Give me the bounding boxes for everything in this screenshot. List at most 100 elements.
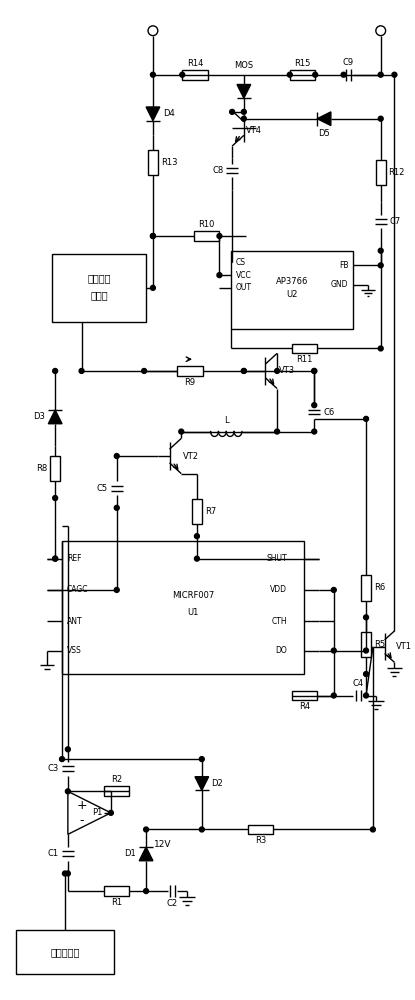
Circle shape (341, 72, 346, 77)
Circle shape (114, 505, 119, 510)
Text: R5: R5 (374, 640, 385, 649)
Text: VT4: VT4 (246, 126, 262, 135)
Bar (361, 575, 371, 601)
Circle shape (60, 757, 64, 762)
Circle shape (180, 72, 185, 77)
Text: 12V: 12V (154, 840, 171, 849)
Text: R8: R8 (36, 464, 47, 473)
Text: R11: R11 (296, 355, 312, 364)
Circle shape (331, 648, 336, 653)
Text: R9: R9 (185, 378, 195, 387)
Circle shape (378, 346, 383, 351)
Circle shape (179, 429, 184, 434)
Text: P1: P1 (92, 808, 103, 817)
Text: R13: R13 (161, 158, 177, 167)
Bar (192, 499, 202, 524)
Circle shape (242, 116, 246, 121)
Text: R6: R6 (374, 583, 385, 592)
Circle shape (275, 429, 280, 434)
Bar (292, 691, 317, 700)
Circle shape (66, 871, 70, 876)
Circle shape (313, 72, 317, 77)
Text: C2: C2 (167, 899, 178, 908)
Text: C3: C3 (48, 764, 59, 773)
Circle shape (66, 747, 70, 752)
Circle shape (53, 496, 58, 500)
Text: C8: C8 (212, 166, 223, 175)
Text: C6: C6 (323, 408, 334, 417)
Text: R15: R15 (294, 59, 311, 68)
Bar (177, 366, 203, 376)
Bar (231, 251, 353, 329)
Text: D1: D1 (124, 849, 136, 858)
Text: D2: D2 (212, 779, 223, 788)
Circle shape (63, 871, 67, 876)
Bar (376, 160, 386, 185)
Circle shape (199, 757, 204, 762)
Text: VDD: VDD (270, 585, 287, 594)
Text: R12: R12 (388, 168, 405, 177)
Circle shape (199, 827, 204, 832)
Circle shape (195, 556, 199, 561)
Circle shape (53, 369, 58, 373)
Bar (50, 456, 60, 481)
Text: C7: C7 (390, 217, 401, 226)
Circle shape (287, 72, 292, 77)
Circle shape (217, 273, 222, 278)
Circle shape (275, 369, 280, 373)
Text: 光控触感器: 光控触感器 (50, 947, 80, 957)
Text: VT1: VT1 (396, 642, 413, 651)
Text: MOS: MOS (234, 61, 254, 70)
Text: C4: C4 (353, 679, 364, 688)
Circle shape (378, 263, 383, 268)
Circle shape (331, 588, 336, 592)
Text: L: L (224, 416, 229, 425)
Text: D5: D5 (318, 129, 330, 138)
Text: R14: R14 (187, 59, 203, 68)
Text: 发电路: 发电路 (90, 291, 108, 301)
Text: U2: U2 (286, 290, 298, 299)
Text: VT2: VT2 (183, 452, 199, 461)
Circle shape (108, 810, 113, 815)
Text: +: + (76, 799, 87, 812)
Text: R7: R7 (205, 507, 216, 516)
Circle shape (312, 369, 317, 373)
Text: R2: R2 (111, 775, 122, 784)
Text: D4: D4 (163, 109, 174, 118)
Text: VCC: VCC (236, 271, 252, 280)
Circle shape (378, 248, 383, 253)
Circle shape (312, 403, 317, 408)
Bar (62, 541, 305, 674)
Circle shape (364, 648, 369, 653)
Circle shape (242, 109, 246, 114)
Circle shape (378, 72, 383, 77)
Text: CS: CS (236, 258, 246, 267)
Bar (292, 344, 317, 353)
Text: GND: GND (331, 280, 349, 289)
Circle shape (195, 534, 199, 539)
Polygon shape (146, 107, 160, 121)
Text: OUT: OUT (236, 283, 252, 292)
Circle shape (378, 116, 383, 121)
Text: AP3766: AP3766 (276, 277, 308, 286)
Bar (16, 930, 114, 974)
Polygon shape (195, 777, 209, 790)
Text: -: - (79, 814, 84, 827)
Bar (248, 825, 273, 834)
Circle shape (217, 234, 222, 238)
Text: ANT: ANT (67, 617, 83, 626)
Circle shape (371, 827, 375, 832)
Circle shape (66, 789, 70, 794)
Text: C1: C1 (48, 849, 59, 858)
Bar (182, 70, 208, 80)
Circle shape (79, 369, 84, 373)
Circle shape (364, 416, 369, 421)
Circle shape (364, 615, 369, 620)
Text: VSS: VSS (67, 646, 82, 655)
Polygon shape (139, 847, 153, 861)
Text: R4: R4 (299, 702, 310, 711)
Bar (52, 254, 146, 322)
Circle shape (242, 369, 246, 373)
Text: R10: R10 (198, 220, 215, 229)
Text: U1: U1 (187, 608, 199, 617)
